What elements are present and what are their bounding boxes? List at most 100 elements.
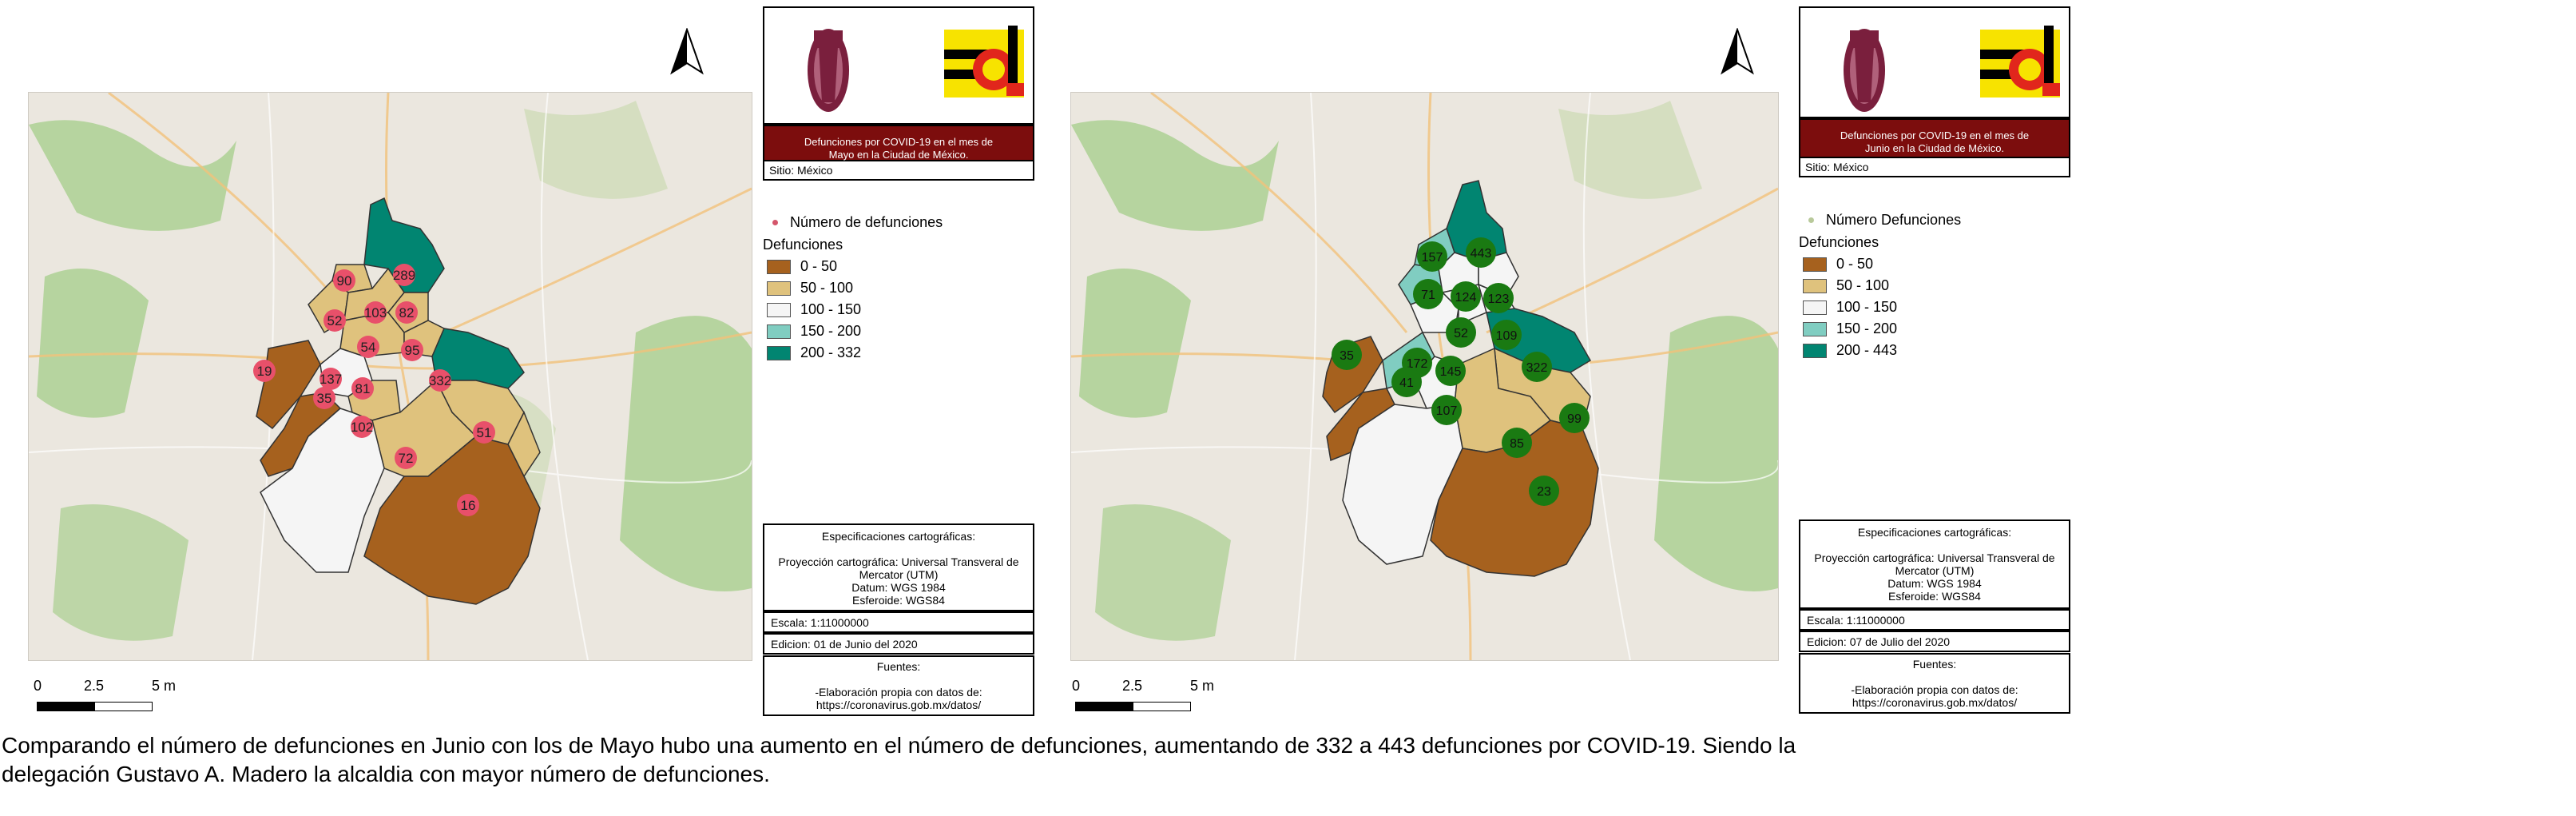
legend-class-4: 200 - 332	[763, 342, 1034, 364]
legend-label: 50 - 100	[1836, 277, 1890, 293]
sitio-label: Sitio: México	[763, 160, 1034, 181]
legend-title: Defunciones	[1799, 233, 1879, 250]
spec-ellipsoid: Esferoide: WGS84	[1888, 590, 1981, 603]
legend-label: 200 - 443	[1836, 342, 1898, 358]
legend-class-3: 150 - 200	[763, 320, 1034, 342]
svg-text:145: 145	[1440, 365, 1462, 379]
legend-class-0: 0 - 50	[763, 256, 1034, 277]
markers-junio: 157 443 71 124 123 52 109 35 172 145 41 …	[1332, 237, 1590, 506]
escala-label: Escala: 1:11000000	[1799, 609, 2070, 631]
fuentes-box-junio: Fuentes: -Elaboración propia con datos d…	[1799, 653, 2070, 714]
svg-text:95: 95	[405, 343, 420, 358]
legend-label: 0 - 50	[1836, 256, 1874, 272]
marker-junio-0: 157	[1417, 241, 1447, 272]
markers-mayo: 90 289 52 103 82 54 95 19 137 81 332 35 …	[253, 264, 495, 516]
legend-swatch	[767, 302, 791, 317]
scale-segment-dark	[1075, 702, 1133, 711]
svg-text:157: 157	[1422, 251, 1443, 265]
marker-mayo-2: 52	[323, 309, 346, 332]
map-title: Defunciones por COVID-19 en el mes de Ju…	[1799, 118, 2070, 158]
svg-text:124: 124	[1455, 291, 1477, 305]
ipn-logo	[1844, 29, 1885, 112]
marker-mayo-1: 289	[393, 264, 415, 286]
legend-points-row: Número Defunciones	[1799, 209, 2070, 231]
scale-label-0: 0	[1072, 678, 1081, 694]
fuentes-title: Fuentes:	[1912, 658, 1957, 671]
spec-ellipsoid: Esferoide: WGS84	[852, 594, 945, 607]
legend-swatch	[1803, 343, 1827, 358]
marker-mayo-5: 54	[357, 336, 379, 358]
scale-label-1: 2.5	[84, 678, 105, 694]
spec-projection: Proyección cartográfica: Universal Trans…	[1814, 551, 2055, 577]
svg-text:52: 52	[1454, 327, 1468, 340]
logos-box	[1799, 6, 2070, 118]
fuentes-text: -Elaboración propia con datos de: https:…	[1851, 683, 2018, 709]
legend-mayo: Número de defunciones Defunciones 0 - 50…	[763, 212, 1034, 364]
marker-mayo-14: 72	[395, 447, 417, 469]
marker-mayo-0: 90	[333, 269, 355, 292]
escom-logo	[1980, 26, 2060, 98]
marker-mayo-7: 19	[253, 360, 276, 382]
fuentes-title: Fuentes:	[876, 660, 921, 673]
legend-label: 50 - 100	[800, 280, 854, 296]
legend-label: 100 - 150	[800, 301, 862, 317]
fuentes-box-mayo: Fuentes: -Elaboración propia con datos d…	[763, 655, 1034, 716]
svg-text:123: 123	[1488, 293, 1510, 306]
legend-class-1: 50 - 100	[1799, 275, 2070, 297]
legend-label: 150 - 200	[800, 323, 862, 339]
legend-label: 200 - 332	[800, 344, 862, 360]
marker-mayo-11: 35	[313, 387, 335, 409]
marker-mayo-10: 332	[429, 369, 451, 392]
marker-mayo-3: 103	[364, 301, 387, 324]
ipn-logo	[808, 29, 849, 112]
marker-junio-7: 35	[1332, 340, 1362, 370]
svg-text:54: 54	[361, 340, 376, 355]
caption-text: Comparando el número de defunciones en J…	[2, 733, 1796, 786]
scale-segment-dark	[37, 702, 95, 711]
map-title: Defunciones por COVID-19 en el mes de Ma…	[763, 125, 1034, 161]
scale-label-0: 0	[34, 678, 42, 694]
escala-label: Escala: 1:11000000	[763, 611, 1034, 633]
svg-text:172: 172	[1407, 357, 1428, 371]
sitio-label: Sitio: México	[1799, 157, 2070, 177]
svg-text:81: 81	[355, 381, 371, 396]
marker-junio-4: 123	[1483, 283, 1514, 313]
marker-junio-14: 85	[1502, 428, 1532, 458]
marker-junio-12: 107	[1431, 395, 1462, 425]
spec-projection: Proyección cartográfica: Universal Trans…	[778, 555, 1019, 581]
scale-bar-junio: 0 2.5 5 m	[1070, 678, 1230, 718]
legend-swatch	[767, 324, 791, 339]
spec-title: Especificaciones cartográficas:	[1857, 526, 2012, 539]
legend-label: 150 - 200	[1836, 320, 1898, 336]
marker-mayo-15: 16	[457, 494, 479, 516]
marker-junio-13: 99	[1559, 403, 1590, 433]
fuentes-text: -Elaboración propia con datos de: https:…	[815, 686, 982, 711]
marker-junio-11: 322	[1522, 352, 1552, 382]
spec-datum: Datum: WGS 1984	[851, 581, 946, 594]
svg-text:52: 52	[327, 313, 343, 328]
legend-swatch	[767, 281, 791, 296]
marker-mayo-12: 102	[351, 416, 373, 438]
svg-text:289: 289	[393, 268, 415, 283]
scale-label-1: 2.5	[1122, 678, 1143, 694]
marker-mayo-4: 82	[395, 301, 418, 324]
edicion-label: Edicion: 01 de Junio del 2020	[763, 633, 1034, 655]
marker-junio-2: 71	[1413, 279, 1443, 309]
marker-junio-10: 41	[1391, 367, 1422, 397]
map-canvas-junio[interactable]: 157 443 71 124 123 52 109 35 172 145 41 …	[1070, 92, 1779, 661]
scale-segment-light	[1133, 702, 1191, 711]
svg-text:35: 35	[1340, 349, 1354, 363]
points-label: Número de defunciones	[790, 214, 943, 230]
map-panel-junio: 157 443 71 124 123 52 109 35 172 145 41 …	[1042, 0, 2081, 719]
legend-swatch	[767, 345, 791, 360]
legend-title: Defunciones	[763, 236, 843, 253]
svg-text:85: 85	[1510, 437, 1524, 451]
svg-text:71: 71	[1421, 289, 1435, 302]
svg-text:82: 82	[399, 305, 415, 320]
cartographic-specs-junio: Especificaciones cartográficas: Proyecci…	[1799, 519, 2070, 609]
spec-title: Especificaciones cartográficas:	[821, 530, 976, 543]
svg-text:103: 103	[364, 305, 387, 320]
svg-text:16: 16	[461, 498, 476, 513]
svg-text:107: 107	[1436, 404, 1458, 418]
map-canvas-mayo[interactable]: 90 289 52 103 82 54 95 19 137 81 332 35 …	[28, 92, 752, 661]
